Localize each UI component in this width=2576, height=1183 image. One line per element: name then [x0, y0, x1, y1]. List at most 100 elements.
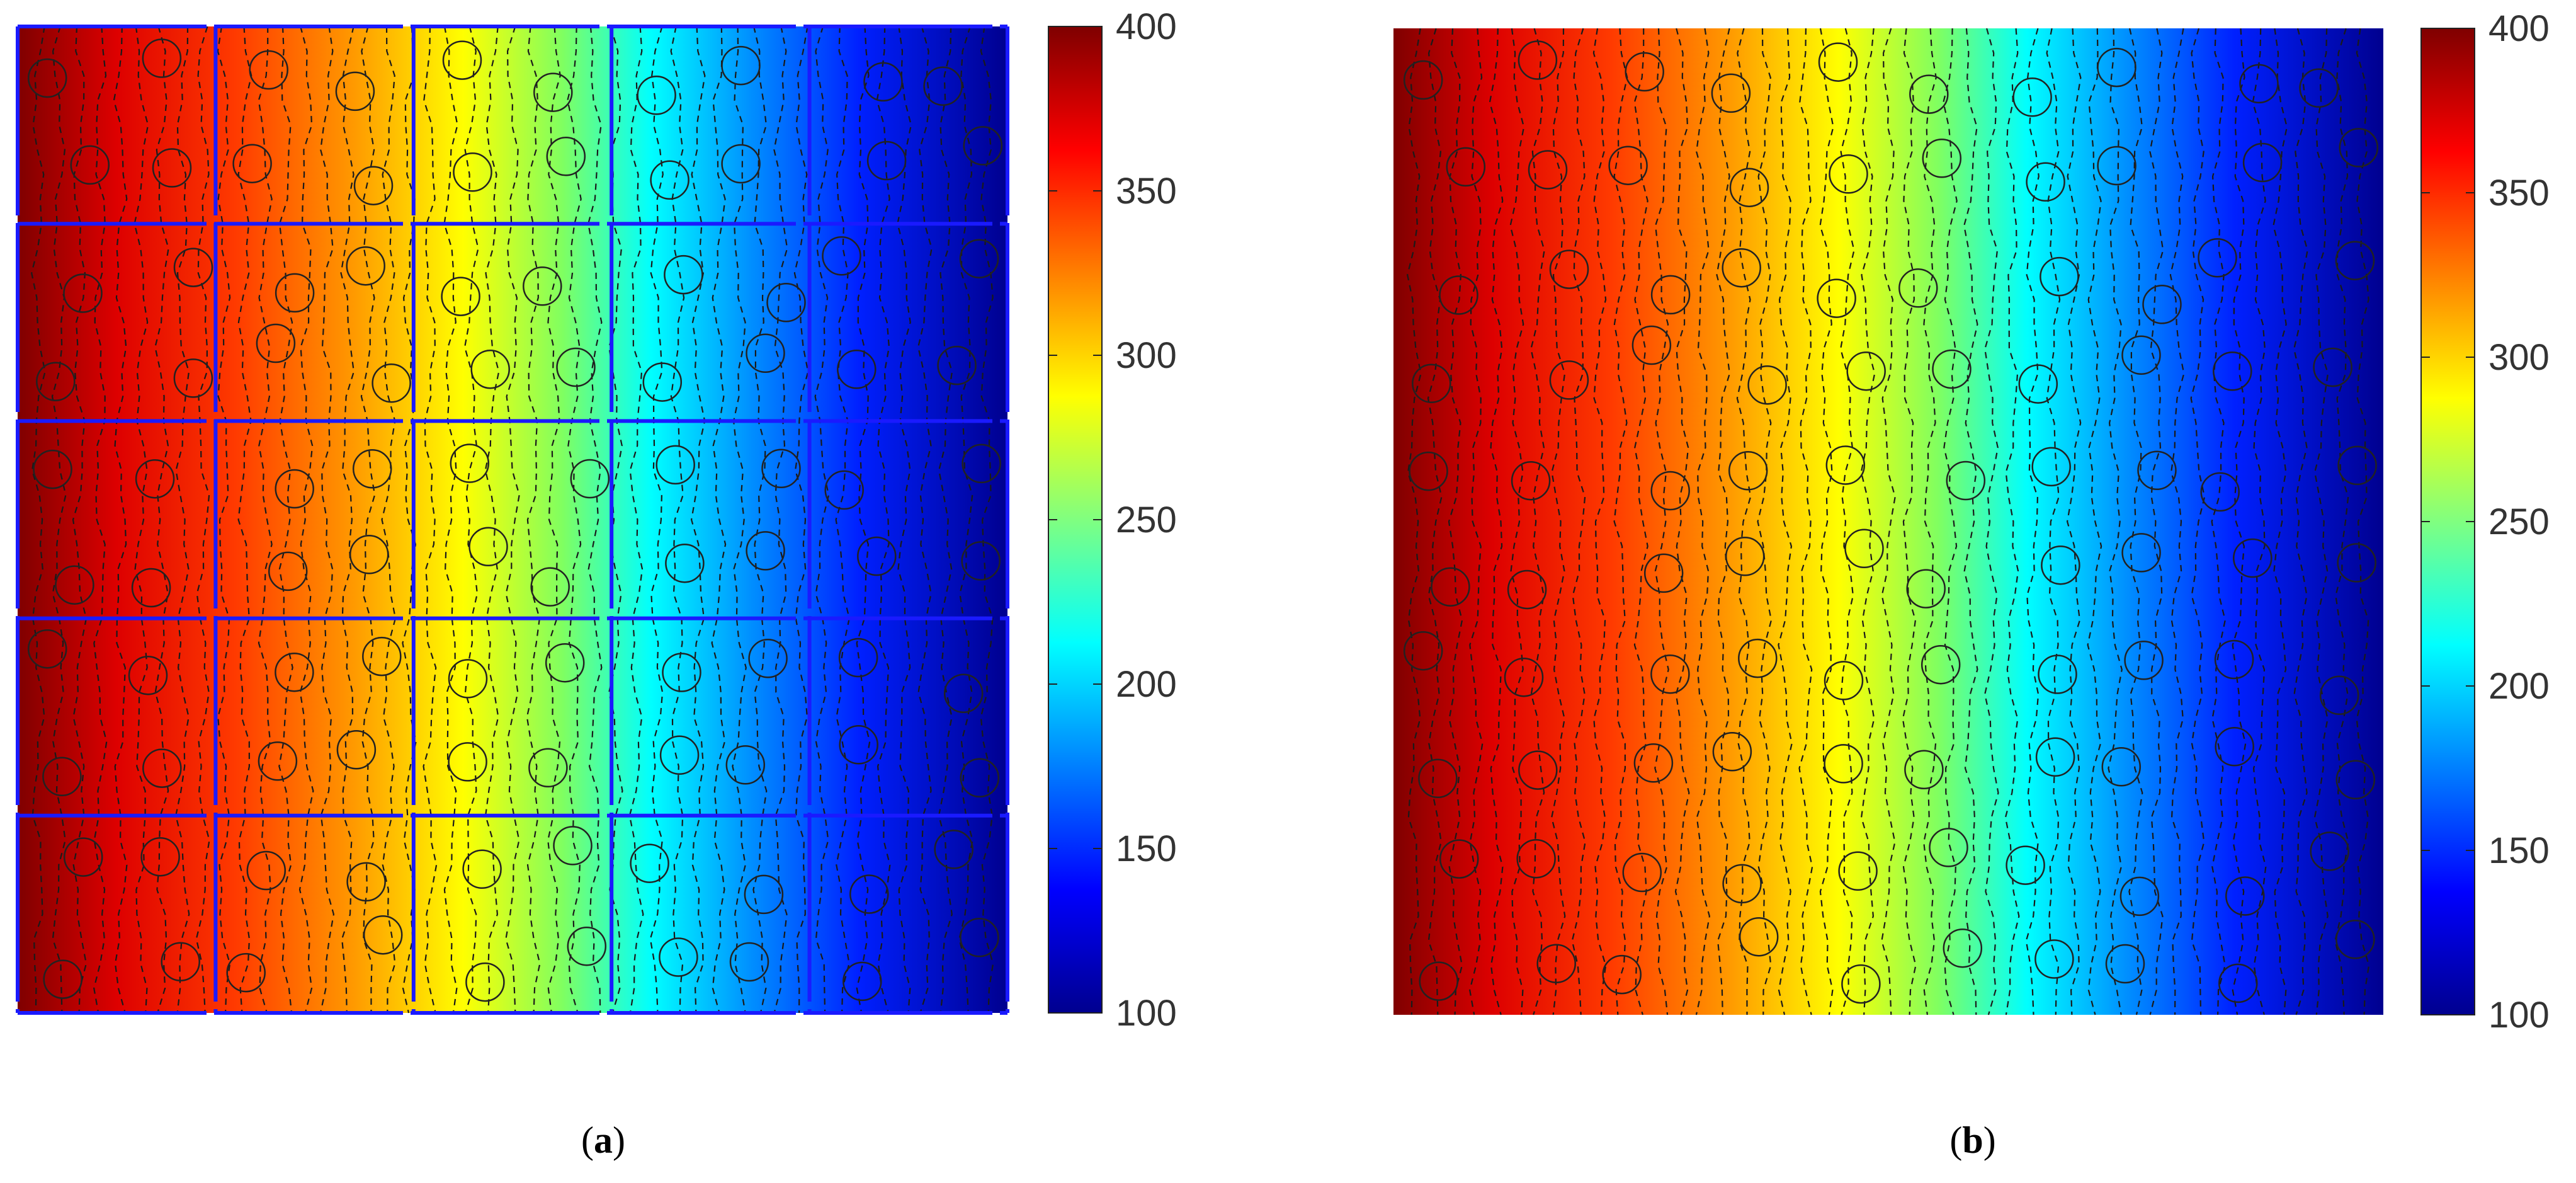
inclusion-circle [36, 362, 76, 401]
inclusion-circle [2215, 727, 2254, 767]
isoline [402, 26, 417, 1014]
isoline [1489, 28, 1504, 1015]
inclusion-circle [1738, 638, 1778, 678]
inclusion-circle [2041, 545, 2080, 585]
inclusion-circle [959, 239, 999, 278]
inclusion-circle [275, 273, 315, 313]
isoline [793, 26, 809, 1014]
inclusion-circle [1549, 360, 1589, 400]
colorbar-b: 100 150 200 250 300 350 400 [2420, 8, 2550, 1036]
inclusion-circle [346, 246, 385, 286]
inclusion-circle [2018, 364, 2058, 404]
panel-a-field [18, 26, 1007, 1013]
inclusion-circle [746, 531, 785, 571]
isoline [1819, 28, 1834, 1015]
isoline [1943, 28, 1958, 1015]
inclusion-circle [43, 959, 82, 999]
inclusion-circle [2031, 447, 2071, 487]
colorbar-a-ticks: 100 150 200 250 300 350 400 [1048, 6, 1177, 1034]
inclusion-circle [161, 942, 200, 981]
panel-b-field [1393, 28, 2383, 1015]
inclusion-circle [961, 541, 1001, 581]
colorbar-tick-label: 250 [2488, 501, 2550, 542]
inclusion-circle [837, 350, 877, 389]
inclusion-circle [1921, 644, 1961, 685]
isoline [1778, 28, 1793, 1015]
inclusion-circle [962, 443, 1001, 484]
inclusion-circle [1439, 275, 1478, 315]
inclusion-circle [70, 145, 110, 185]
inclusion-circle [2101, 747, 2142, 787]
inclusion-circle [630, 843, 669, 883]
inclusion-circle [468, 527, 508, 567]
caption-b: (b) [1949, 1119, 1995, 1161]
inclusion-circle [1712, 732, 1752, 772]
inclusion-circle [2310, 832, 2349, 871]
isoline [628, 26, 644, 1014]
panel-b [1393, 28, 2383, 1015]
isoline [938, 26, 953, 1014]
colorbar-a: 100 150 200 250 300 350 400 [1048, 6, 1177, 1034]
isoline [2108, 28, 2123, 1015]
inclusion-circle [1650, 471, 1690, 511]
inclusion-circle [2339, 128, 2379, 168]
inclusion-circle [1728, 451, 1768, 491]
inclusion-circle [570, 459, 610, 499]
inclusion-circle [650, 160, 689, 200]
inclusion-circle [662, 653, 701, 692]
inclusion-circle [1898, 268, 1938, 308]
colorbar-tick-label: 200 [2488, 666, 2550, 707]
inclusion-circle [63, 273, 103, 313]
inclusion-circle [448, 659, 488, 699]
inclusion-circle [2105, 944, 2145, 984]
inclusion-circle [249, 50, 288, 90]
inclusion-circle [1943, 928, 1983, 968]
inclusion-circle [1946, 460, 1986, 501]
inclusion-circle [470, 349, 510, 389]
inclusion-circle [729, 942, 769, 982]
isoline [1798, 28, 1813, 1015]
inclusion-circle [442, 40, 482, 80]
isoline [856, 26, 871, 1014]
isoline [2272, 28, 2288, 1015]
inclusion-circle [1643, 553, 1684, 593]
isoline [195, 26, 210, 1014]
inclusion-circle [142, 748, 182, 788]
isoline [1736, 28, 1752, 1015]
inclusion-circle [843, 961, 882, 1002]
inclusion-circle [546, 137, 586, 176]
inclusion-circle [363, 915, 403, 955]
isoline [2190, 28, 2206, 1015]
isoline [72, 26, 88, 1014]
isoline [113, 26, 128, 1014]
inclusion-circle [453, 152, 492, 192]
inclusion-circle [1824, 661, 1864, 700]
colorbar-tick-label: 200 [1116, 664, 1177, 705]
inclusion-circle [1409, 451, 1448, 491]
inclusion-circle [27, 629, 67, 669]
inclusion-circle [1403, 60, 1443, 100]
isoline [897, 26, 912, 1014]
isoline [547, 26, 561, 1014]
isoline [51, 26, 67, 1014]
inclusion-circle [822, 236, 861, 276]
isoline [649, 26, 664, 1014]
isoline [876, 26, 891, 1014]
panel-a-cell-grid [16, 25, 1009, 1015]
isoline [1448, 28, 1463, 1015]
inclusion-circle [766, 283, 806, 323]
inclusion-circle [1431, 567, 1470, 607]
isoline [298, 26, 314, 1014]
inclusion-circle [744, 874, 784, 915]
colorbar-tick-label: 250 [1116, 500, 1177, 540]
isoline [1469, 28, 1484, 1015]
inclusion-circle [1922, 139, 1962, 178]
inclusion-circle [1909, 74, 1949, 114]
colorbar-tick-label: 150 [1116, 828, 1177, 869]
inclusion-circle [462, 849, 502, 889]
inclusion-circle [960, 918, 999, 957]
inclusion-circle [448, 742, 487, 782]
isoline [2004, 28, 2020, 1015]
isoline [2293, 28, 2308, 1015]
inclusion-circle [1904, 750, 1944, 790]
